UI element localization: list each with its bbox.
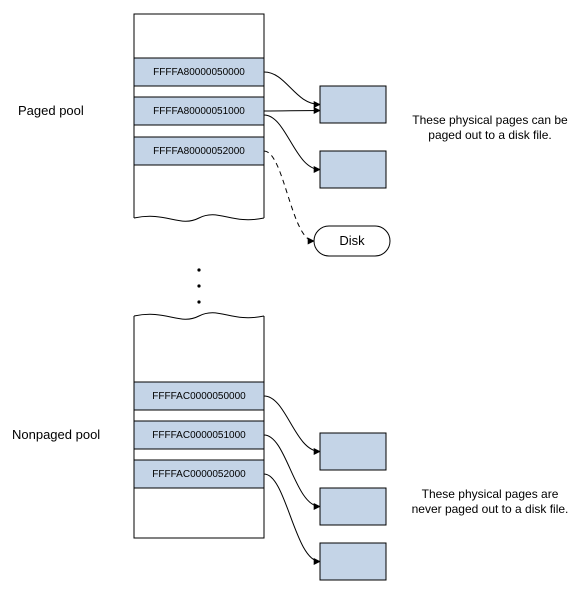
- arrow: [264, 111, 320, 112]
- paged-pool-label: Paged pool: [18, 103, 84, 118]
- arrow: [264, 396, 320, 452]
- disk-label: Disk: [339, 233, 365, 248]
- nonpaged-pool-label: Nonpaged pool: [12, 427, 100, 442]
- paged-addr-text: FFFFA80000050000: [153, 67, 245, 78]
- arrow: [264, 115, 320, 170]
- physical-page: [320, 543, 386, 580]
- paged-addr-text: FFFFA80000051000: [153, 106, 245, 117]
- arrow: [264, 72, 320, 105]
- arrow: [264, 435, 320, 507]
- physical-page: [320, 433, 386, 470]
- paged-addr-text: FFFFA80000052000: [153, 146, 245, 157]
- ellipsis-dot: [197, 268, 200, 271]
- arrow: [264, 151, 314, 241]
- nonpaged-caption: These physical pages are: [422, 487, 559, 501]
- nonpaged-addr-text: FFFFAC0000052000: [152, 469, 246, 480]
- physical-page: [320, 488, 386, 525]
- physical-page: [320, 151, 386, 188]
- nonpaged-addr-text: FFFFAC0000050000: [152, 391, 246, 402]
- arrow: [264, 474, 320, 562]
- nonpaged-addr-text: FFFFAC0000051000: [152, 430, 246, 441]
- ellipsis-dot: [197, 300, 200, 303]
- physical-page: [320, 86, 386, 123]
- paged-caption: These physical pages can be: [412, 113, 568, 127]
- paged-caption: paged out to a disk file.: [428, 128, 551, 142]
- nonpaged-caption: never paged out to a disk file.: [412, 502, 569, 516]
- ellipsis-dot: [197, 284, 200, 287]
